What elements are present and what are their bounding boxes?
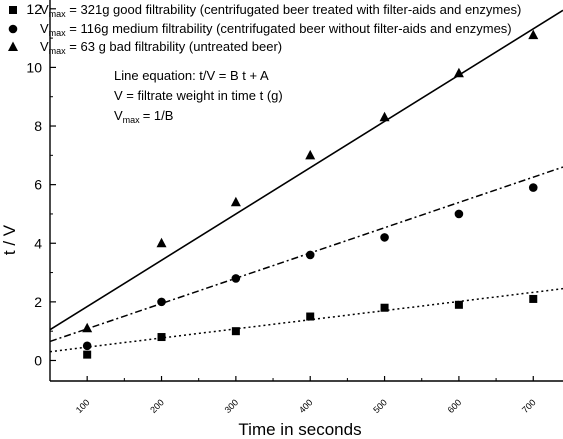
annotation-vmax: Vmax = 1/B [114, 108, 173, 125]
legend-marker-triangle [8, 41, 18, 51]
legend-vmax-subscript: max [49, 28, 67, 38]
legend-entry: Vmax = 116g medium filtrability (centrif… [40, 21, 512, 38]
data-point-circle [305, 250, 315, 260]
x-tick-label: 300 [223, 397, 241, 415]
legend-series-name: = 116g medium filtrability (centrifugate… [66, 21, 512, 36]
y-tick-label: 6 [34, 177, 42, 193]
data-point-triangle [379, 111, 390, 122]
x-tick-label: 400 [297, 397, 315, 415]
data-point-circle [82, 341, 92, 351]
data-point-square [83, 350, 92, 359]
legend-marker-square [9, 6, 17, 14]
annotation-filtrate-weight: V = filtrate weight in time t (g) [114, 88, 283, 103]
x-tick-label: 100 [74, 397, 92, 415]
y-axis-label: t / V [0, 224, 19, 255]
legend-series-name: = 63 g bad filtrability (untreated beer) [66, 39, 282, 54]
y-tick-label: 12 [26, 1, 42, 17]
fit-line-square [49, 287, 563, 353]
x-tick-label: 500 [371, 397, 389, 415]
data-point-circle [380, 233, 389, 242]
x-tick-label: 600 [446, 397, 464, 415]
data-point-circle [528, 183, 538, 192]
x-tick-label: 700 [520, 397, 538, 415]
y-tick-label: 8 [34, 118, 42, 134]
data-point-triangle [230, 196, 241, 207]
annotation-line-equation: Line equation: t/V = B t + A [114, 68, 269, 83]
data-point-triangle [453, 67, 464, 78]
y-tick-label: 4 [34, 235, 42, 251]
data-point-square [231, 327, 240, 336]
legend-vmax-symbol: V [40, 39, 49, 54]
data-point-circle [231, 274, 241, 283]
legend-marker-circle [8, 24, 18, 34]
fit-line-triangle [49, 9, 563, 331]
data-point-square [306, 312, 315, 321]
data-point-triangle [528, 29, 539, 40]
legend: Vmax = 321g good filtrability (centrifug… [8, 2, 521, 56]
y-tick-label: 10 [26, 59, 42, 75]
legend-vmax-subscript: max [49, 9, 67, 19]
y-tick-label: 0 [34, 352, 42, 368]
legend-entry: Vmax = 321g good filtrability (centrifug… [40, 2, 521, 19]
data-point-triangle [82, 322, 93, 333]
annotation-vmax-symbol: V [114, 108, 123, 123]
data-point-circle [454, 209, 464, 219]
annotation-block: Line equation: t/V = B t + A V = filtrat… [114, 68, 283, 125]
data-point-square [380, 303, 389, 312]
data-point-triangle [305, 149, 316, 160]
legend-vmax-symbol: V [40, 21, 49, 36]
data-point-circle [157, 297, 166, 307]
annotation-vmax-formula: = 1/B [143, 108, 174, 123]
legend-entry: Vmax = 63 g bad filtrability (untreated … [40, 39, 282, 56]
legend-series-name: = 321g good filtrability (centrifugated … [66, 2, 522, 17]
y-tick-label: 2 [34, 294, 42, 310]
fit-lines [49, 9, 563, 353]
legend-vmax-symbol: V [40, 2, 49, 17]
data-point-square [454, 300, 463, 309]
data-point-square [157, 333, 166, 342]
x-axis-label: Time in seconds [238, 420, 361, 439]
legend-vmax-subscript: max [49, 46, 67, 56]
annotation-vmax-subscript: max [123, 115, 141, 125]
data-point-triangle [156, 237, 167, 248]
x-tick-label: 200 [148, 397, 166, 415]
data-points [82, 29, 539, 359]
data-point-square [529, 294, 538, 303]
axes: 0 2 4 6 8 10 12 100 200 300 400 500 600 700 [26, 0, 563, 415]
